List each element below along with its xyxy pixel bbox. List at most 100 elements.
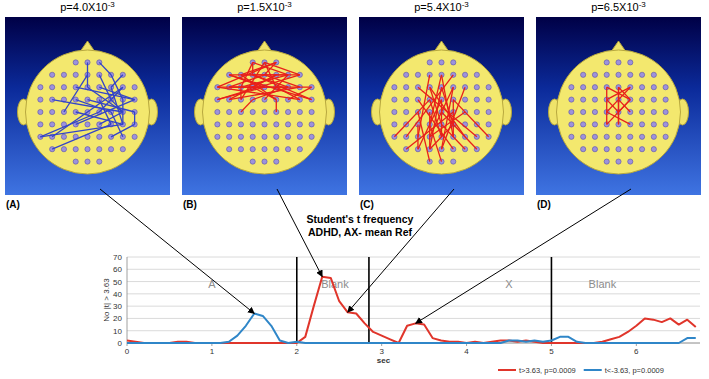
panel-arrow <box>416 189 631 323</box>
electrode <box>285 109 290 114</box>
electrode <box>297 109 302 114</box>
electrode <box>274 159 279 164</box>
connection <box>76 100 135 125</box>
electrode <box>404 85 409 90</box>
electrode <box>581 85 586 90</box>
electrode <box>663 134 668 139</box>
connection <box>40 124 122 136</box>
connection <box>607 100 619 112</box>
y-tick-label: 40 <box>113 290 122 299</box>
legend-label: t>3.63, p=0.0009 <box>519 366 576 375</box>
electrode <box>604 72 609 77</box>
electrode <box>569 134 574 139</box>
legend: t>3.63, p=0.0009t<-3.63, p=0.0009 <box>498 366 664 375</box>
electrode <box>581 97 586 102</box>
x-tick-label: 4 <box>464 347 469 356</box>
head-outline <box>26 50 150 174</box>
connection <box>52 87 123 137</box>
y-tick-label: 30 <box>113 302 122 311</box>
connection <box>619 87 631 99</box>
electrode <box>639 147 644 152</box>
y-tick-label: 60 <box>113 265 122 274</box>
x-tick-label: 0 <box>125 347 130 356</box>
electrode <box>604 134 609 139</box>
electrode <box>285 147 290 152</box>
y-tick-label: 50 <box>113 278 122 287</box>
x-tick-label: 3 <box>379 347 384 356</box>
electrode <box>262 122 267 127</box>
head-panel <box>536 17 701 195</box>
panel-arrow <box>348 189 454 312</box>
connection <box>217 87 299 99</box>
electrode <box>569 122 574 127</box>
head-panel <box>359 17 524 195</box>
electrode <box>651 85 656 90</box>
p-value-base: p=1.5X10 <box>237 1 284 13</box>
connection <box>99 112 123 124</box>
electrode <box>651 122 656 127</box>
electrode <box>227 109 232 114</box>
electrode <box>569 85 574 90</box>
electrode <box>486 85 491 90</box>
electrode <box>309 134 314 139</box>
x-tick-label: 6 <box>634 347 639 356</box>
electrode <box>604 60 609 65</box>
electrode <box>297 134 302 139</box>
electrode <box>227 122 232 127</box>
connection <box>229 75 311 100</box>
panel-label: (D) <box>537 199 551 210</box>
electrode <box>639 109 644 114</box>
electrode <box>404 109 409 114</box>
connection <box>76 87 135 99</box>
p-value-exponent: -3 <box>285 0 293 9</box>
electrode <box>616 159 621 164</box>
p-value-base: p=6.5X10 <box>591 1 638 13</box>
electrode <box>309 122 314 127</box>
electrode <box>474 72 479 77</box>
electrode <box>474 97 479 102</box>
panel-background <box>359 17 524 195</box>
y-axis-label: No |t| > 3.63 <box>102 278 111 322</box>
y-tick-label: 70 <box>113 253 122 262</box>
connection <box>607 100 619 112</box>
electrode <box>581 147 586 152</box>
panel-background <box>182 17 347 195</box>
electrode <box>592 85 597 90</box>
electrode <box>297 122 302 127</box>
electrode <box>215 109 220 114</box>
electrode <box>262 159 267 164</box>
connection <box>619 87 631 99</box>
connection <box>606 87 607 99</box>
head-outline <box>557 50 681 174</box>
electrode <box>274 134 279 139</box>
electrode <box>474 109 479 114</box>
electrode <box>73 159 78 164</box>
electrode <box>38 122 43 127</box>
electrode <box>581 72 586 77</box>
connection <box>418 112 430 162</box>
connection <box>265 62 277 74</box>
electrode <box>97 147 102 152</box>
electrode <box>462 72 467 77</box>
electrode <box>73 60 78 65</box>
connection <box>99 62 111 74</box>
electrode <box>639 85 644 90</box>
p-value-base: p=4.0X10 <box>60 1 107 13</box>
connection <box>52 124 111 149</box>
electrode <box>663 85 668 90</box>
connection <box>229 87 264 88</box>
y-tick-label: 10 <box>113 327 122 336</box>
electrode <box>262 147 267 152</box>
segment-divider <box>296 257 298 343</box>
electrode <box>392 109 397 114</box>
electrode <box>238 147 243 152</box>
electrode <box>309 109 314 114</box>
electrode <box>50 109 55 114</box>
segment-label: X <box>505 278 513 290</box>
line-chart: Student's t frequencyADHD, AX- mean Ref0… <box>102 213 700 375</box>
electrode <box>73 147 78 152</box>
connection <box>265 75 289 100</box>
p-value-exponent: -3 <box>639 0 647 9</box>
electrode <box>97 159 102 164</box>
segment-label: Blank <box>589 278 617 290</box>
